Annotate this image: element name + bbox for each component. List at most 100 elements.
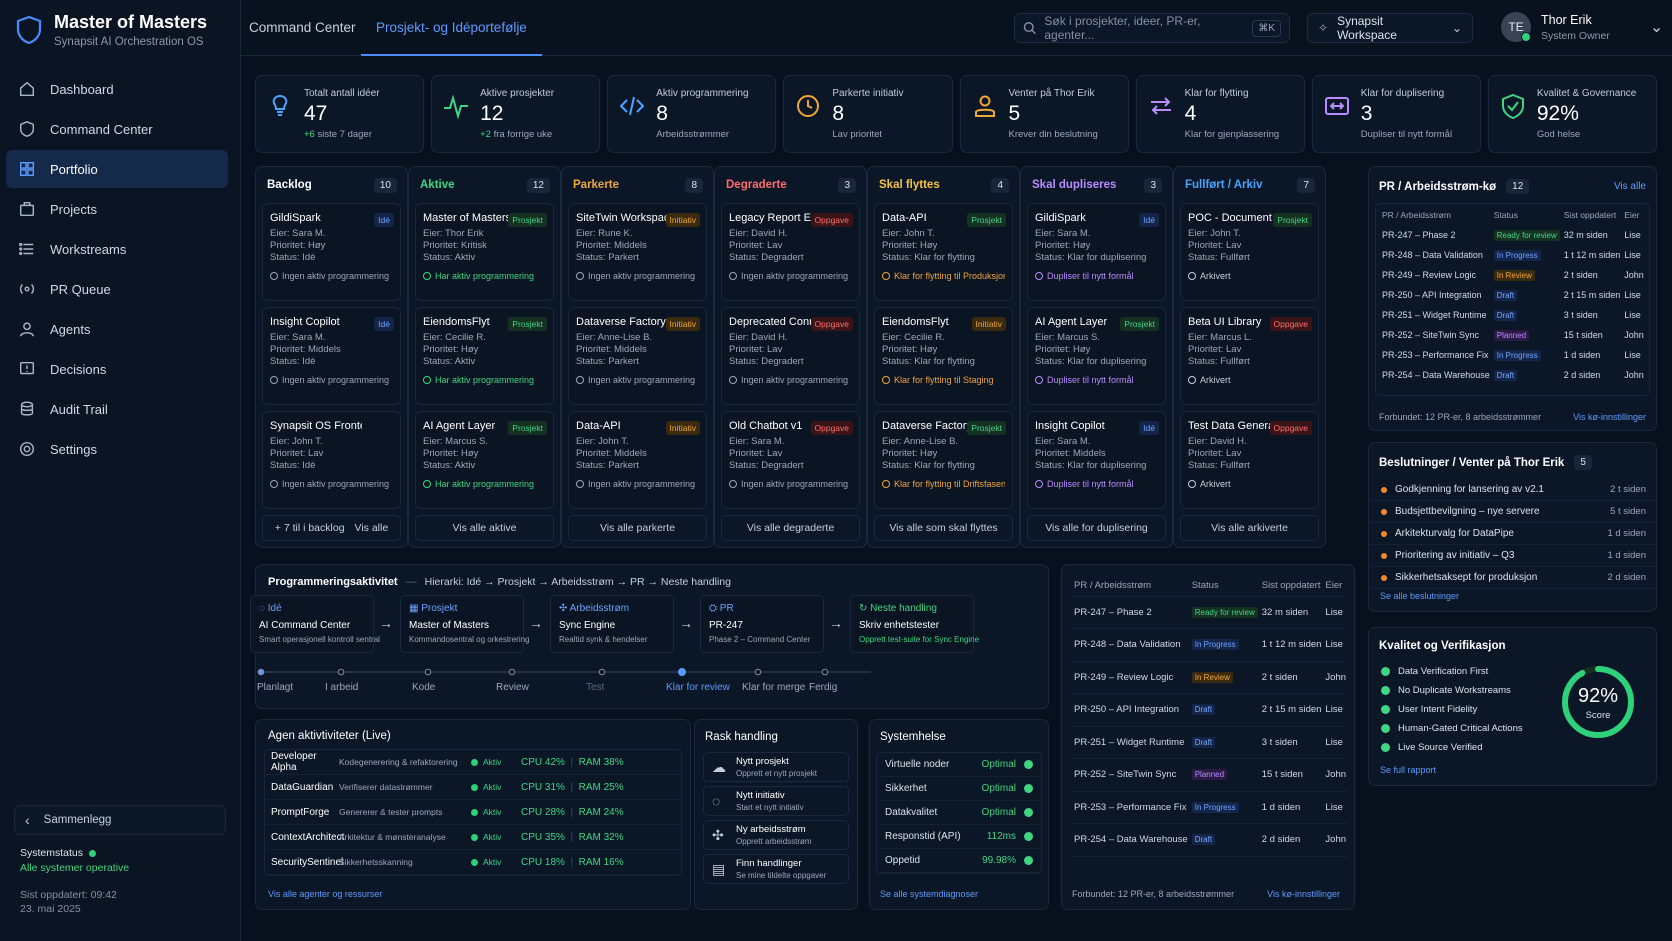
agent-row[interactable]: ContextArchitect Arkitektur & mønsteranal… [265, 825, 681, 850]
sidebar-item-workstreams[interactable]: Workstreams [6, 230, 228, 268]
table-row[interactable]: PR-252 – SiteTwin Sync Planned 15 t siden J… [1380, 325, 1646, 345]
portfolio-card[interactable]: Data-API Initiativ Eier: John T. Prioritet:… [568, 411, 707, 509]
portfolio-card[interactable]: Master of Masters Prosjekt Eier: Thor Erik… [415, 203, 554, 301]
decision-item[interactable]: Godkjenning for lansering av v2.1 2 t sid… [1369, 479, 1656, 501]
timeline-node[interactable] [508, 668, 516, 676]
sidebar-item-projects[interactable]: Projects [6, 190, 228, 228]
decision-item[interactable]: Sikkerhetsaksept for produksjon 2 d siden [1369, 567, 1656, 589]
activity-step[interactable]: ◌ Idé AI Command Center Smart operasjonell… [250, 595, 380, 653]
portfolio-card[interactable]: GildiSpark Idé Eier: Sara M. Prioritet: Høy… [262, 203, 401, 301]
timeline-node[interactable] [754, 668, 762, 676]
pr-queue-settings-link[interactable]: Vis kø-innstillinger [1573, 412, 1646, 422]
activity-step[interactable]: ▦ Prosjekt Master of Masters Kommandosentr… [400, 595, 530, 653]
activity-step[interactable]: ✣ Arbeidsstrøm Sync Engine Realtid synk & … [550, 595, 674, 653]
quick-action-button[interactable]: ☁ Nytt prosjekt Opprett et nytt prosjekt [703, 752, 849, 782]
table-row[interactable]: PR-254 – Data Warehouse Draft 2 d siden Joh… [1380, 365, 1646, 385]
kpi-card[interactable]: Kvalitet & Governance 92% God helse [1487, 75, 1657, 153]
pr-queue-2-settings-link[interactable]: Vis kø-innstillinger [1267, 889, 1340, 899]
search-input[interactable]: Søk i prosjekter, ideer, PR-er, agenter.… [1044, 14, 1201, 42]
sidebar-item-portfolio[interactable]: Portfolio [6, 150, 228, 188]
avatar[interactable]: TE [1501, 12, 1531, 42]
timeline-node[interactable] [821, 668, 829, 676]
kpi-card[interactable]: Aktive prosjekter 12 +2 fra forrige uke [431, 75, 601, 153]
pr-queue-view-all[interactable]: Vis alle [1613, 181, 1646, 192]
tab-command-center[interactable]: Command Center [249, 20, 356, 35]
table-row[interactable]: PR-249 – Review Logic In Review 2 t siden J… [1380, 265, 1646, 285]
timeline-node[interactable] [424, 668, 432, 676]
workspace-selector[interactable]: ✧ Synapsit Workspace ⌄ [1307, 13, 1473, 43]
agent-row[interactable]: PromptForge Genererer & tester prompts Akt… [265, 800, 681, 825]
system-health-link[interactable]: Se alle systemdiagnoser [880, 889, 979, 899]
table-row[interactable]: PR-249 – Review Logic In Review 2 t siden J… [1072, 661, 1349, 694]
portfolio-card[interactable]: Dataverse Factory Prosjekt Eier: Anne-Lise… [874, 411, 1013, 509]
tab-portfolio[interactable]: Prosjekt- og Idéportefølje [361, 0, 542, 56]
table-row[interactable]: PR-253 – Performance Fix In Progress 1 d s… [1380, 345, 1646, 365]
table-row[interactable]: PR-247 – Phase 2 Ready for review 32 m sid… [1380, 225, 1646, 245]
sidebar-item-command-center[interactable]: Command Center [6, 110, 228, 148]
kpi-card[interactable]: Totalt antall idéer 47 +6 siste 7 dager [255, 75, 425, 153]
activity-step[interactable]: ↻ Neste handling Skriv enhetstester Oppret… [850, 595, 979, 653]
portfolio-card[interactable]: Test Data Generator Oppgave Eier: David H.… [1180, 411, 1319, 509]
portfolio-card[interactable]: Synapsit OS Frontend Eier: John T.Priorit… [262, 411, 401, 509]
table-row[interactable]: PR-250 – API Integration Draft 2 t 15 m si… [1072, 694, 1349, 726]
table-row[interactable]: PR-247 – Phase 2 Ready for review 32 m sid… [1072, 596, 1349, 629]
table-row[interactable]: PR-254 – Data Warehouse Draft 2 d siden Joh… [1072, 824, 1349, 856]
portfolio-card[interactable]: AI Agent Layer Prosjekt Eier: Marcus S. Pri… [1027, 307, 1166, 405]
column-view-all-button[interactable]: Vis alle degraderte [721, 515, 860, 541]
decision-item[interactable]: Budsjettbevilgning – nye servere 5 t side… [1369, 501, 1656, 523]
kpi-card[interactable]: Parkerte initiativ 8 Lav prioritet [783, 75, 953, 153]
agent-row[interactable]: Developer Alpha Kodegenerering & refaktor… [265, 750, 681, 775]
sidebar-item-agents[interactable]: Agents [6, 310, 228, 348]
portfolio-card[interactable]: Insight Copilot Idé Eier: Sara M. Prioritet… [1027, 411, 1166, 509]
sidebar-item-settings[interactable]: Settings [6, 430, 228, 468]
quick-action-button[interactable]: ▤ Finn handlinger Se mine tildelte oppgave… [703, 854, 849, 884]
portfolio-card[interactable]: POC - Document AI Prosjekt Eier: John T. Pr… [1180, 203, 1319, 301]
kpi-card[interactable]: Venter på Thor Erik 5 Krever din beslutnin… [959, 75, 1129, 153]
table-row[interactable]: PR-251 – Widget Runtime Draft 3 t siden Lis… [1380, 305, 1646, 325]
agents-view-all[interactable]: Vis alle agenter og ressurser [268, 889, 383, 899]
kpi-card[interactable]: Klar for duplisering 3 Dupliser til nytt f… [1311, 75, 1481, 153]
quick-action-button[interactable]: ✣ Ny arbeidsstrøm Opprett arbeidsstrøm [703, 820, 849, 850]
activity-step[interactable]: ⛭ PR PR-247 Phase 2 – Command Center [700, 595, 824, 653]
user-menu[interactable]: TE Thor Erik System Owner ⌄ [1501, 12, 1663, 42]
column-view-all-button[interactable]: Vis alle som skal flyttes [874, 515, 1013, 541]
column-view-all-button[interactable]: + 7 til i backlog Vis alle [262, 515, 401, 541]
column-view-all-button[interactable]: Vis alle for duplisering [1027, 515, 1166, 541]
timeline-node[interactable] [257, 668, 265, 676]
sidebar-item-pr-queue[interactable]: PR Queue [6, 270, 228, 308]
portfolio-card[interactable]: Beta UI Library Oppgave Eier: Marcus L. Pri… [1180, 307, 1319, 405]
agent-row[interactable]: DataGuardian Verifiserer datastrømmer Akti… [265, 775, 681, 800]
portfolio-card[interactable]: Deprecated ConnectorOppgaveEier: David H… [721, 307, 860, 405]
column-view-all-button[interactable]: Vis alle aktive [415, 515, 554, 541]
decision-item[interactable]: Prioritering av initiativ – Q3 1 d siden [1369, 545, 1656, 567]
portfolio-card[interactable]: GildiSpark Idé Eier: Sara M. Prioritet: Høy… [1027, 203, 1166, 301]
column-footer-link[interactable]: Vis alle [354, 522, 389, 534]
sidebar-item-decisions[interactable]: Decisions [6, 350, 228, 388]
collapse-button[interactable]: ‹ Sammenlegg [14, 805, 226, 835]
table-row[interactable]: PR-248 – Data Validation In Progress 1 t 1… [1380, 245, 1646, 265]
table-row[interactable]: PR-252 – SiteTwin Sync Planned 15 t siden J… [1072, 759, 1349, 791]
portfolio-card[interactable]: Old Chatbot v1 Oppgave Eier: Sara M. Priori… [721, 411, 860, 509]
portfolio-card[interactable]: Data-API Prosjekt Eier: John T. Prioritet: … [874, 203, 1013, 301]
table-row[interactable]: PR-253 – Performance Fix In Progress 1 d s… [1072, 791, 1349, 824]
agent-row[interactable]: SecuritySentinel Sikkerhetsskanning Aktiv C… [265, 850, 681, 875]
kpi-card[interactable]: Aktiv programmering 8 Arbeidsstrømmer [607, 75, 777, 153]
timeline-node[interactable] [678, 668, 686, 676]
table-row[interactable]: PR-251 – Widget Runtime Draft 3 t siden Lis… [1072, 726, 1349, 759]
timeline-node[interactable] [337, 668, 345, 676]
decisions-view-all[interactable]: Se alle beslutninger [1380, 591, 1460, 601]
column-view-all-button[interactable]: Vis alle parkerte [568, 515, 707, 541]
portfolio-card[interactable]: EiendomsFlyt Prosjekt Eier: Cecilie R. Prio… [415, 307, 554, 405]
sidebar-item-dashboard[interactable]: Dashboard [6, 70, 228, 108]
column-view-all-button[interactable]: Vis alle arkiverte [1180, 515, 1319, 541]
kpi-card[interactable]: Klar for flytting 4 Klar for gjenplasserin… [1135, 75, 1305, 153]
quality-report-link[interactable]: Se full rapport [1380, 765, 1437, 775]
portfolio-card[interactable]: Legacy Report EngineOppgaveEier: David H… [721, 203, 860, 301]
quick-action-button[interactable]: ◌ Nytt initiativ Start et nytt initiativ [703, 786, 849, 816]
timeline-node[interactable] [598, 668, 606, 676]
portfolio-card[interactable]: AI Agent Layer Prosjekt Eier: Marcus S. Pri… [415, 411, 554, 509]
portfolio-card[interactable]: Dataverse Factory Initiativ Eier: Anne-Lis… [568, 307, 707, 405]
portfolio-card[interactable]: EiendomsFlyt Initiativ Eier: Cecilie R. Pri… [874, 307, 1013, 405]
decision-item[interactable]: Arkitekturvalg for DataPipe 1 d siden [1369, 523, 1656, 545]
table-row[interactable]: PR-248 – Data Validation In Progress 1 t 1… [1072, 629, 1349, 661]
